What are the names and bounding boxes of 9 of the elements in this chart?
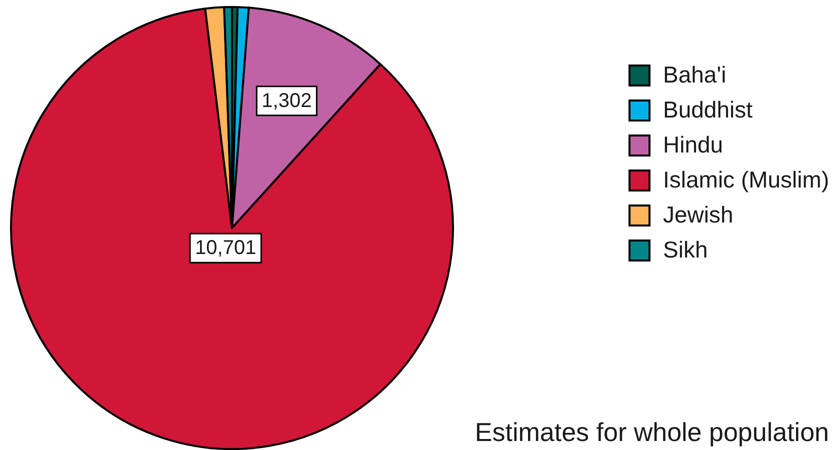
legend-label: Islamic (Muslim) (663, 166, 830, 192)
legend-label: Buddhist (663, 96, 754, 122)
legend-label: Baha'i (663, 62, 726, 88)
legend-label: Jewish (663, 202, 734, 228)
legend-label: Hindu (663, 132, 724, 158)
data-label: 1,302 (262, 90, 312, 112)
data-label: 10,701 (195, 237, 256, 260)
text: Estimates for whole population (474, 417, 829, 447)
legend-label: Sikh (663, 236, 708, 262)
